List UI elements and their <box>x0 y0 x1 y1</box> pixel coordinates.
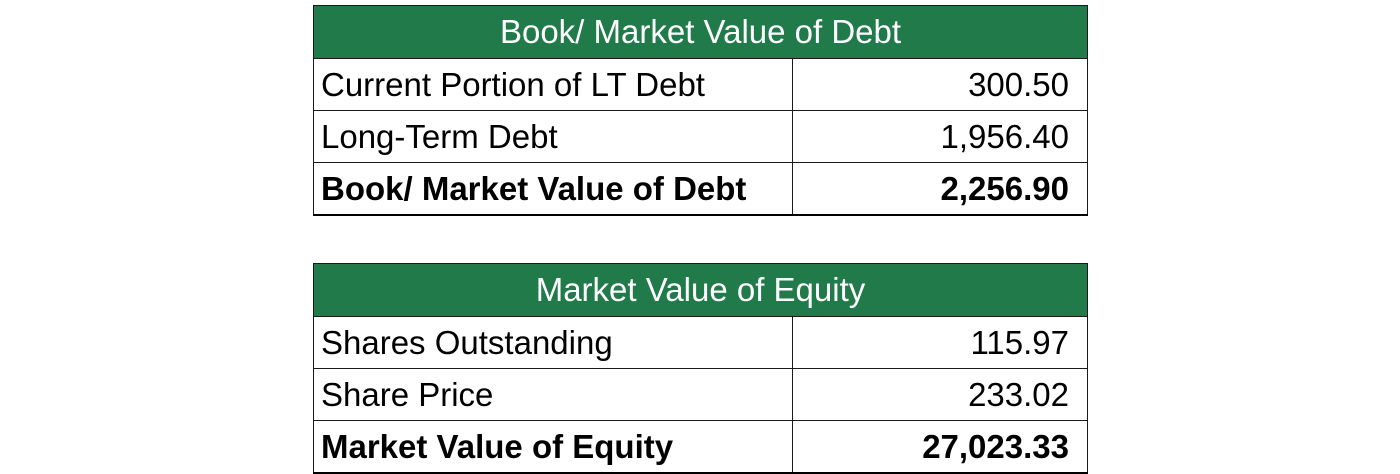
equity-total-label: Market Value of Equity <box>313 420 793 474</box>
table-row: Current Portion of LT Debt 300.50 <box>313 58 1088 111</box>
shares-outstanding-label: Shares Outstanding <box>313 316 793 369</box>
debt-total-row: Book/ Market Value of Debt 2,256.90 <box>313 162 1088 216</box>
debt-table-header: Book/ Market Value of Debt <box>313 5 1088 59</box>
current-portion-lt-debt-label: Current Portion of LT Debt <box>313 58 793 111</box>
shares-outstanding-value: 115.97 <box>792 316 1088 369</box>
debt-total-value: 2,256.90 <box>792 162 1088 216</box>
table-row: Share Price 233.02 <box>313 368 1088 421</box>
debt-total-label: Book/ Market Value of Debt <box>313 162 793 216</box>
debt-header-row: Book/ Market Value of Debt <box>313 5 1088 59</box>
equity-total-row: Market Value of Equity 27,023.33 <box>313 420 1088 474</box>
share-price-value: 233.02 <box>792 368 1088 421</box>
long-term-debt-label: Long-Term Debt <box>313 110 793 163</box>
share-price-label: Share Price <box>313 368 793 421</box>
current-portion-lt-debt-value: 300.50 <box>792 58 1088 111</box>
equity-value-table: Market Value of Equity Shares Outstandin… <box>313 263 1088 474</box>
table-row: Shares Outstanding 115.97 <box>313 316 1088 369</box>
equity-total-value: 27,023.33 <box>792 420 1088 474</box>
table-row: Long-Term Debt 1,956.40 <box>313 110 1088 163</box>
long-term-debt-value: 1,956.40 <box>792 110 1088 163</box>
equity-header-row: Market Value of Equity <box>313 263 1088 317</box>
debt-value-table: Book/ Market Value of Debt Current Porti… <box>313 5 1088 216</box>
equity-table-header: Market Value of Equity <box>313 263 1088 317</box>
